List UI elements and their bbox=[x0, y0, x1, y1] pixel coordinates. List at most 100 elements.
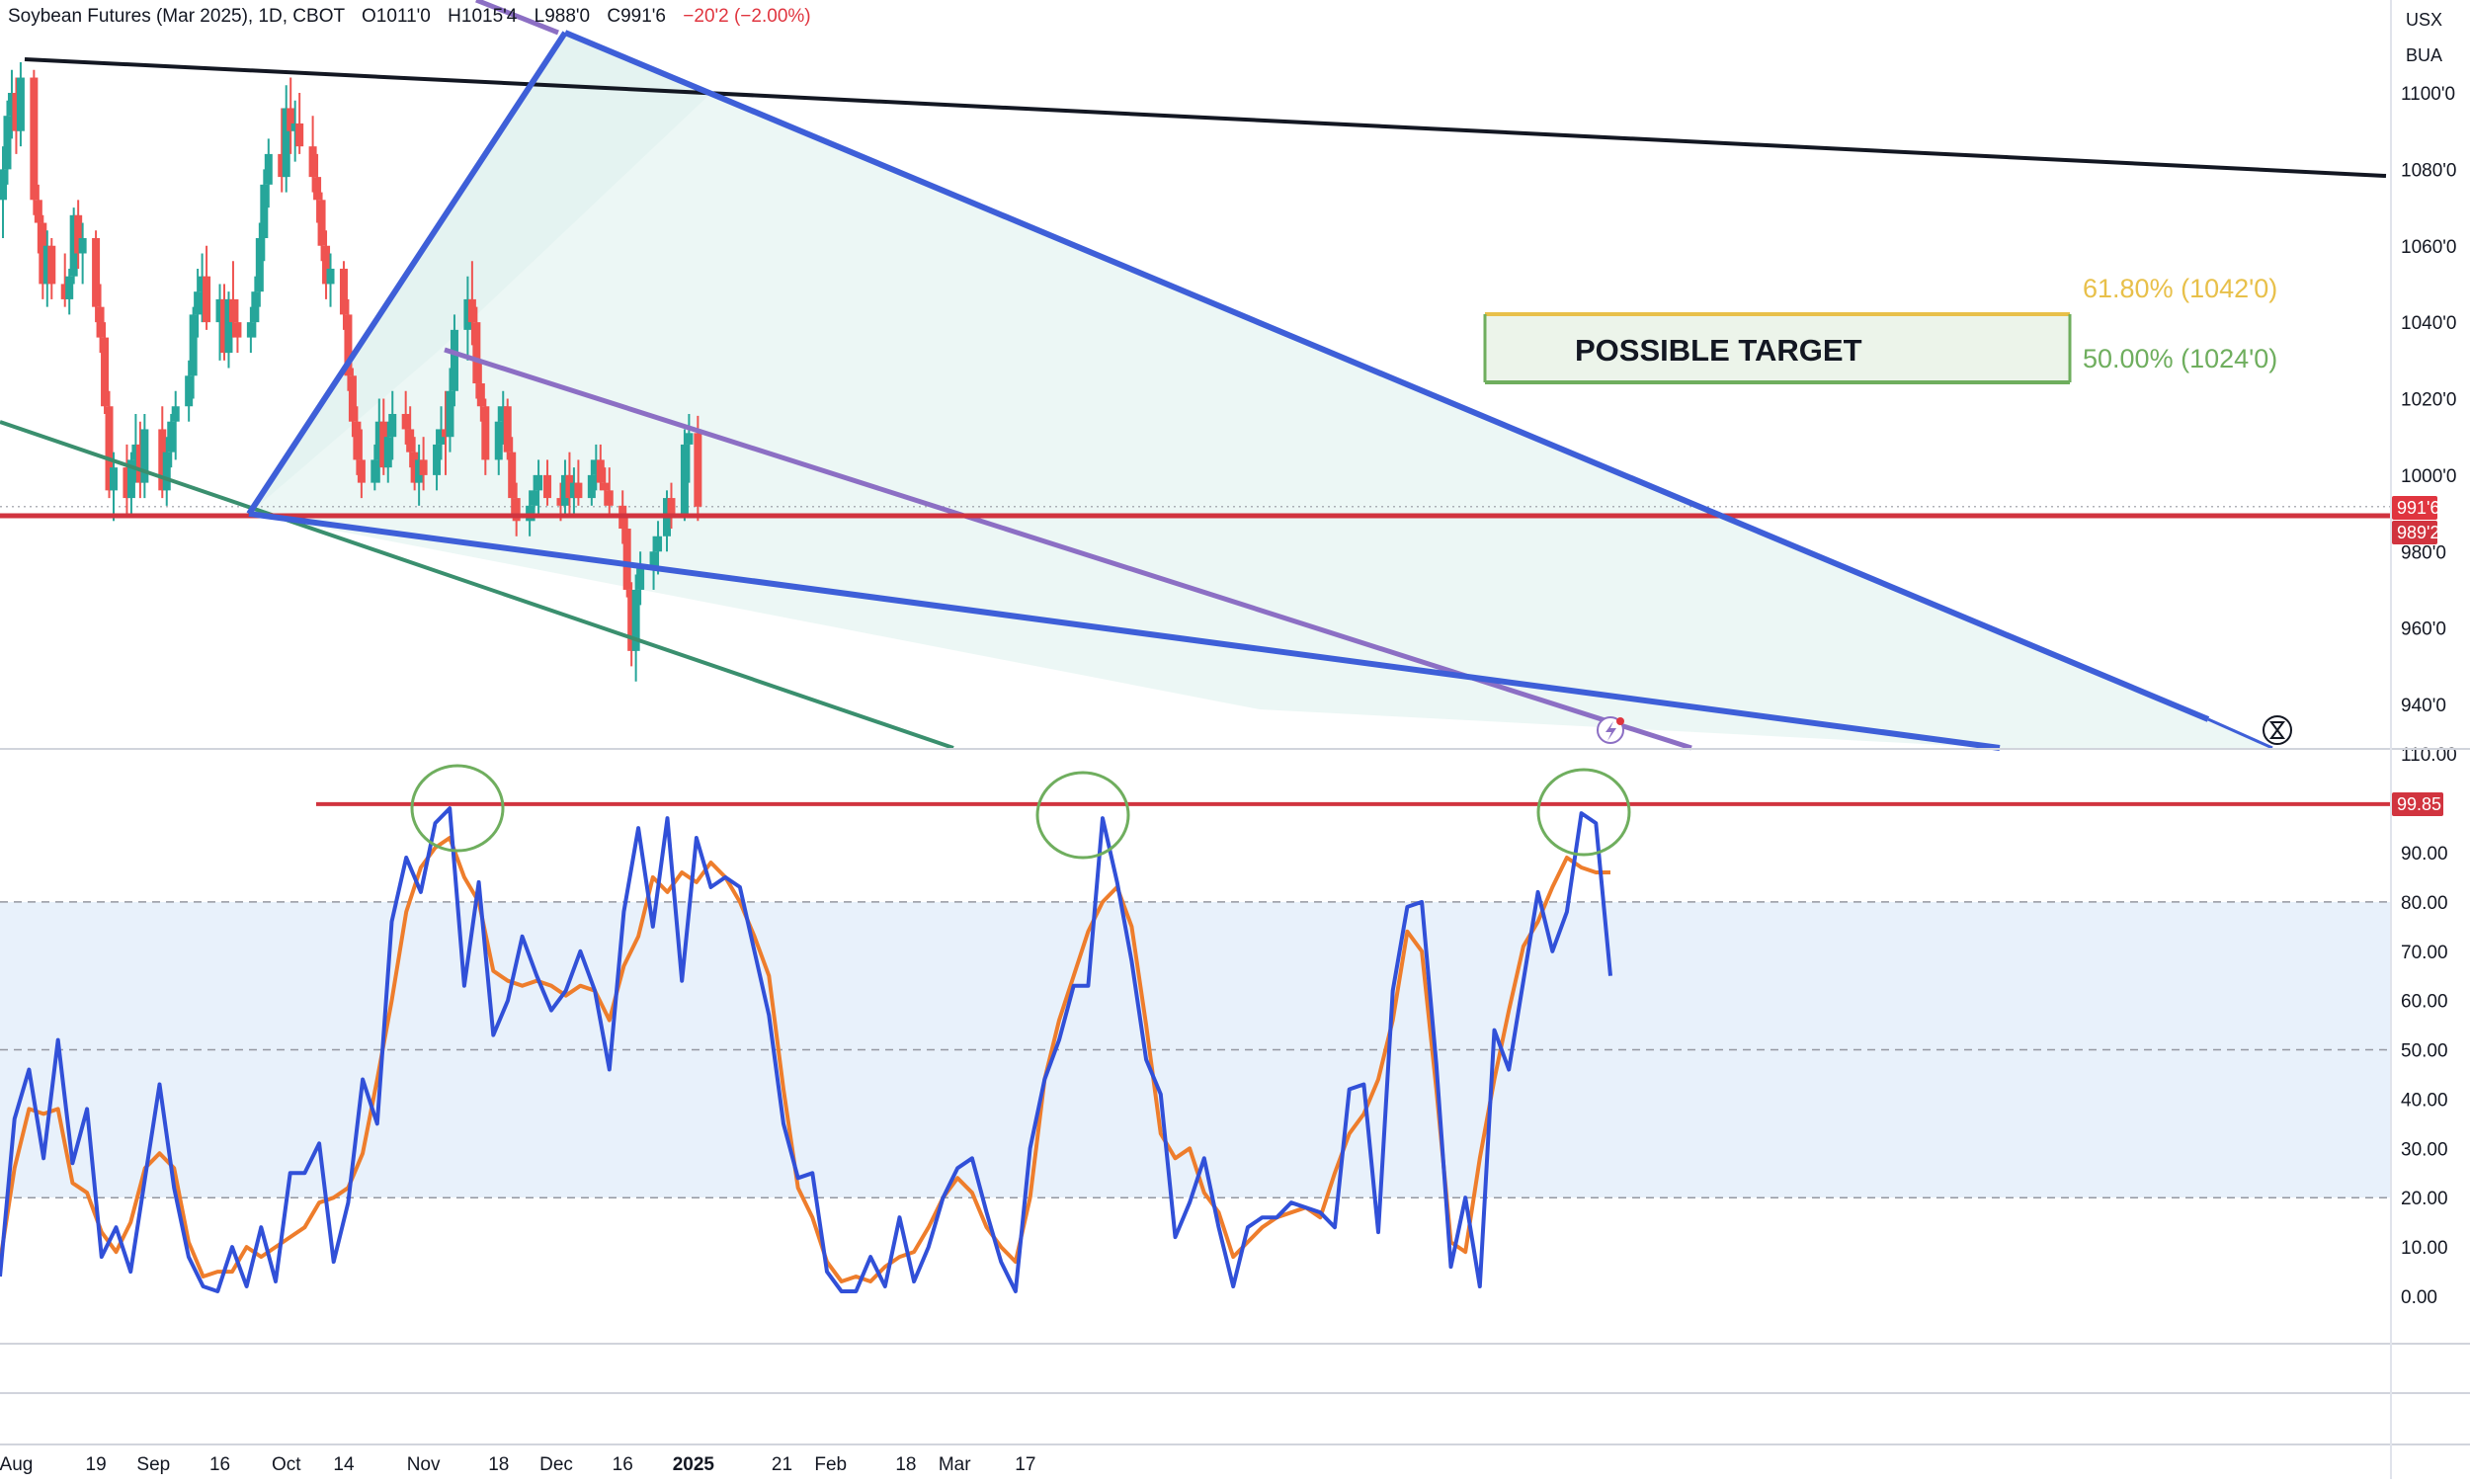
wedge-left-side bbox=[246, 31, 568, 516]
time-tick-label: 18 bbox=[895, 1454, 916, 1475]
support-price-badge: 989'2 bbox=[2392, 521, 2439, 544]
candle-body bbox=[415, 459, 424, 483]
candle-body bbox=[7, 93, 16, 117]
candle bbox=[30, 69, 39, 215]
candle-body bbox=[569, 482, 578, 499]
candle-body bbox=[12, 93, 21, 131]
candle-body bbox=[0, 169, 7, 201]
candle-body bbox=[450, 329, 458, 391]
candle-body bbox=[308, 146, 317, 178]
candle bbox=[406, 406, 415, 468]
candle bbox=[631, 574, 640, 682]
candle-body bbox=[463, 298, 472, 330]
candle bbox=[171, 390, 180, 460]
candle bbox=[543, 459, 552, 506]
price-axis-group[interactable]: 1100'0 1080'0 1060'0 1040'0 1020'0 1000'0 980'… bbox=[2401, 84, 2456, 716]
candle bbox=[442, 390, 450, 475]
candle bbox=[481, 398, 490, 475]
candle-body bbox=[437, 429, 446, 445]
candle bbox=[12, 77, 21, 154]
candle-body bbox=[503, 406, 512, 453]
candle bbox=[162, 437, 171, 506]
candle bbox=[348, 368, 357, 438]
candle-body bbox=[101, 337, 110, 407]
candle bbox=[326, 253, 335, 307]
oscillator-tick-label: 20.00 bbox=[2401, 1189, 2448, 1209]
candle-body bbox=[401, 413, 410, 430]
candle-body bbox=[185, 375, 194, 407]
candle-body bbox=[353, 421, 362, 460]
fib-50-label: 50.00% (1024'0) bbox=[2083, 344, 2277, 373]
candle-body bbox=[224, 298, 233, 354]
candle bbox=[105, 390, 114, 499]
candle-body bbox=[383, 437, 392, 468]
candle-body bbox=[592, 459, 601, 475]
candle bbox=[680, 429, 689, 522]
candle-body bbox=[481, 406, 490, 460]
price-tick-label: 1100'0 bbox=[2401, 84, 2455, 105]
candle-body bbox=[494, 421, 503, 460]
candle-body bbox=[233, 322, 242, 338]
lightning-icon[interactable] bbox=[1597, 716, 1624, 744]
target-label: POSSIBLE TARGET bbox=[1575, 333, 1862, 368]
candle-body bbox=[560, 474, 569, 506]
legend-header[interactable]: Soybean Futures (Mar 2025), 1D, CBOT O10… bbox=[8, 6, 811, 28]
candle-body bbox=[680, 444, 689, 514]
candle-body bbox=[92, 238, 101, 307]
candle-body bbox=[649, 551, 658, 567]
candle bbox=[255, 222, 264, 307]
candle bbox=[508, 437, 517, 514]
candle bbox=[574, 459, 583, 506]
candle bbox=[101, 322, 110, 414]
trendlines-group bbox=[0, 0, 2391, 751]
target-zone[interactable] bbox=[1485, 313, 2070, 383]
time-tick-label: 16 bbox=[613, 1454, 633, 1475]
oscillator-axis-group[interactable]: 110.00 90.00 80.00 70.00 60.00 50.00 40.00 30.0… bbox=[2401, 745, 2457, 1308]
time-tick-label: 18 bbox=[488, 1454, 509, 1475]
candle-body bbox=[667, 498, 676, 514]
candle bbox=[251, 276, 260, 338]
candle-body bbox=[264, 153, 273, 185]
candle bbox=[476, 360, 485, 422]
hourglass-icon[interactable] bbox=[2263, 715, 2292, 745]
currency-button[interactable]: USX bbox=[2406, 10, 2442, 30]
candle bbox=[233, 298, 242, 354]
unit-button[interactable]: BUA bbox=[2406, 45, 2442, 65]
candles-group bbox=[0, 62, 702, 682]
candle-body bbox=[605, 490, 614, 506]
candle-body bbox=[194, 291, 203, 315]
candle bbox=[379, 398, 388, 475]
candle-body bbox=[30, 77, 39, 201]
candle bbox=[494, 406, 503, 475]
candle bbox=[339, 261, 348, 330]
candle bbox=[246, 306, 255, 354]
candle bbox=[65, 268, 74, 315]
candle bbox=[215, 284, 224, 361]
candle bbox=[0, 146, 7, 239]
candle bbox=[7, 69, 16, 139]
change-value: −20'2 (−2.00%) bbox=[683, 6, 811, 27]
candle bbox=[605, 467, 614, 514]
time-tick-label: Aug bbox=[0, 1454, 33, 1475]
wedge-fill-upper bbox=[249, 33, 711, 514]
candle bbox=[512, 482, 521, 536]
candle-body bbox=[442, 429, 450, 438]
candle-body bbox=[348, 375, 357, 422]
candle-body bbox=[499, 406, 508, 422]
candle-body bbox=[374, 421, 383, 460]
time-axis-group[interactable]: Aug 19 Sep 16 Oct 14 Nov 18 Dec 16 2025 21 Feb 18 Mar 1… bbox=[0, 1454, 1035, 1475]
candle bbox=[278, 108, 287, 193]
candle-body bbox=[622, 529, 631, 590]
candle-body bbox=[198, 276, 206, 292]
candle bbox=[410, 437, 419, 491]
oscillator-tick-label: 60.00 bbox=[2401, 992, 2448, 1013]
candle bbox=[601, 467, 610, 506]
candle bbox=[694, 415, 702, 522]
candle bbox=[450, 314, 458, 407]
candle-body bbox=[105, 406, 114, 491]
price-tick-label: 1080'0 bbox=[2401, 160, 2456, 181]
candle bbox=[185, 360, 194, 422]
candle bbox=[69, 207, 78, 285]
